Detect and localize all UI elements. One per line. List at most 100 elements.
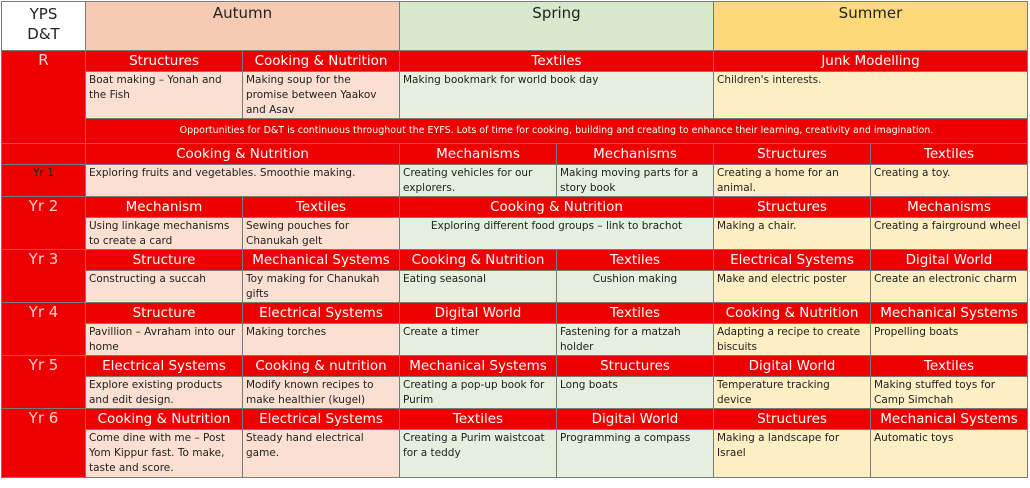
desc-cell: Long boats (556, 376, 714, 409)
desc-cell: Explore existing products and edit desig… (85, 376, 243, 409)
term-spring: Spring (399, 1, 714, 51)
year-label-yr4: Yr 4 (1, 302, 86, 356)
desc-cell: Making a landscape for Israel (713, 429, 871, 478)
desc-cell: Toy making for Chanukah gifts (242, 270, 400, 303)
subject-cell: Cooking & Nutrition (713, 302, 871, 324)
subject-cell: Structure (85, 302, 243, 324)
desc-cell: Making soup for the promise between Yaak… (242, 71, 400, 119)
subject-cell: Structures (85, 50, 243, 72)
desc-cell: Eating seasonal (399, 270, 557, 303)
desc-cell: Creating a fairground wheel (870, 217, 1028, 250)
subject-cell: Digital World (713, 355, 871, 377)
desc-row-yr2: Using linkage mechanisms to create a car… (2, 217, 1028, 250)
year-label-yr3: Yr 3 (1, 249, 86, 303)
subject-cell: Structures (713, 408, 871, 430)
desc-cell: Sewing pouches for Chanukah gelt (242, 217, 400, 250)
desc-cell: Exploring fruits and vegetables. Smoothi… (85, 164, 400, 197)
subject-cell: Digital World (556, 408, 714, 430)
desc-cell: Steady hand electrical game. (242, 429, 400, 478)
subject-cell: Mechanical Systems (870, 302, 1028, 324)
subject-cell: Textiles (556, 249, 714, 271)
desc-cell: Making bookmark for world book day (399, 71, 714, 119)
desc-cell: Adapting a recipe to create biscuits (713, 323, 871, 356)
desc-row-r: Boat making – Yonah and the Fish Making … (2, 71, 1028, 119)
desc-row-yr3: Constructing a succah Toy making for Cha… (2, 270, 1028, 303)
year-spacer (1, 143, 86, 165)
desc-cell: Boat making – Yonah and the Fish (85, 71, 243, 119)
desc-cell: Children's interests. (713, 71, 1028, 119)
desc-cell: Create an electronic charm (870, 270, 1028, 303)
subject-cell: Electrical Systems (242, 302, 400, 324)
subject-row-yr1: Cooking & Nutrition Mechanisms Mechanism… (1, 143, 1028, 165)
subject-cell: Structures (713, 143, 871, 165)
subject-cell: Digital World (870, 249, 1028, 271)
subject-cell: Mechanical Systems (399, 355, 557, 377)
subject-cell: Cooking & Nutrition (399, 249, 557, 271)
term-autumn: Autumn (85, 1, 400, 51)
year-label-yr6: Yr 6 (1, 408, 86, 478)
subject-cell: Textiles (870, 143, 1028, 165)
subject-cell: Textiles (399, 408, 557, 430)
year-label-r: R (1, 50, 86, 144)
subject-cell: Mechanisms (870, 196, 1028, 218)
desc-cell: Making moving parts for a story book (556, 164, 714, 197)
desc-row-yr6: Come dine with me – Post Yom Kippur fast… (2, 429, 1028, 478)
desc-cell: Temperature tracking device (713, 376, 871, 409)
subject-cell: Cooking & Nutrition (85, 408, 243, 430)
desc-cell: Creating a toy. (870, 164, 1028, 197)
subject-row-yr4: Yr 4 Structure Electrical Systems Digita… (1, 302, 1028, 356)
desc-cell: Making torches (242, 323, 400, 356)
desc-cell: Creating vehicles for our explorers. (399, 164, 557, 197)
year-label-yr1: Yr 1 (1, 164, 86, 197)
subject-cell: Textiles (556, 302, 714, 324)
desc-cell: Make and electric poster (713, 270, 871, 303)
subject-cell: Mechanisms (399, 143, 557, 165)
desc-cell: Fastening for a matzah holder (556, 323, 714, 356)
eyfs-note: Opportunities for D&T is continuous thro… (85, 118, 1028, 144)
subject-cell: Structures (556, 355, 714, 377)
subject-cell: Cooking & Nutrition (242, 50, 400, 72)
desc-cell: Propelling boats (870, 323, 1028, 356)
subject-cell: Cooking & Nutrition (85, 143, 400, 165)
subject-cell: Mechanisms (556, 143, 714, 165)
desc-row-yr1: Yr 1 Exploring fruits and vegetables. Sm… (1, 164, 1028, 197)
subject-cell: Mechanism (85, 196, 243, 218)
subject-cell: Structure (85, 249, 243, 271)
desc-cell: Automatic toys (870, 429, 1028, 478)
subject-cell: Cooking & Nutrition (399, 196, 714, 218)
subject-cell: Electrical Systems (242, 408, 400, 430)
subject-cell: Mechanical Systems (242, 249, 400, 271)
desc-cell: Modify known recipes to make healthier (… (242, 376, 400, 409)
note-row-r: Opportunities for D&T is continuous thro… (2, 118, 1028, 144)
subject-cell: Textiles (399, 50, 714, 72)
subject-row-yr3: Yr 3 Structure Mechanical Systems Cookin… (1, 249, 1028, 303)
desc-cell: Creating a pop-up book for Purim (399, 376, 557, 409)
desc-cell: Create a timer (399, 323, 557, 356)
subject-cell: Electrical Systems (713, 249, 871, 271)
subject-cell: Junk Modelling (713, 50, 1028, 72)
subject-row-yr2: Yr 2 Mechanism Textiles Cooking & Nutrit… (1, 196, 1028, 250)
year-label-yr2: Yr 2 (1, 196, 86, 250)
corner-line-2: D&T (27, 25, 60, 43)
desc-row-yr5: Explore existing products and edit desig… (2, 376, 1028, 409)
subject-row-yr5: Yr 5 Electrical Systems Cooking & nutrit… (1, 355, 1028, 409)
desc-cell: Pavillion – Avraham into our home (85, 323, 243, 356)
desc-cell: Making stuffed toys for Camp Simchah (870, 376, 1028, 409)
desc-cell: Programming a compass (556, 429, 714, 478)
subject-row-yr6: Yr 6 Cooking & Nutrition Electrical Syst… (1, 408, 1028, 478)
corner-cell: YPS D&T (1, 1, 86, 51)
subject-cell: Textiles (242, 196, 400, 218)
desc-cell: Come dine with me – Post Yom Kippur fast… (85, 429, 243, 478)
desc-row-yr4: Pavillion – Avraham into our home Making… (2, 323, 1028, 356)
subject-cell: Cooking & nutrition (242, 355, 400, 377)
subject-cell: Electrical Systems (85, 355, 243, 377)
term-summer: Summer (713, 1, 1028, 51)
desc-cell: Making a chair. (713, 217, 871, 250)
subject-cell: Digital World (399, 302, 557, 324)
desc-cell: Using linkage mechanisms to create a car… (85, 217, 243, 250)
desc-cell: Constructing a succah (85, 270, 243, 303)
dt-curriculum-table: YPS D&T Autumn Spring Summer R Structure… (1, 1, 1028, 478)
header-row: YPS D&T Autumn Spring Summer (1, 1, 1028, 51)
subject-cell: Structures (713, 196, 871, 218)
subject-cell: Mechanical Systems (870, 408, 1028, 430)
